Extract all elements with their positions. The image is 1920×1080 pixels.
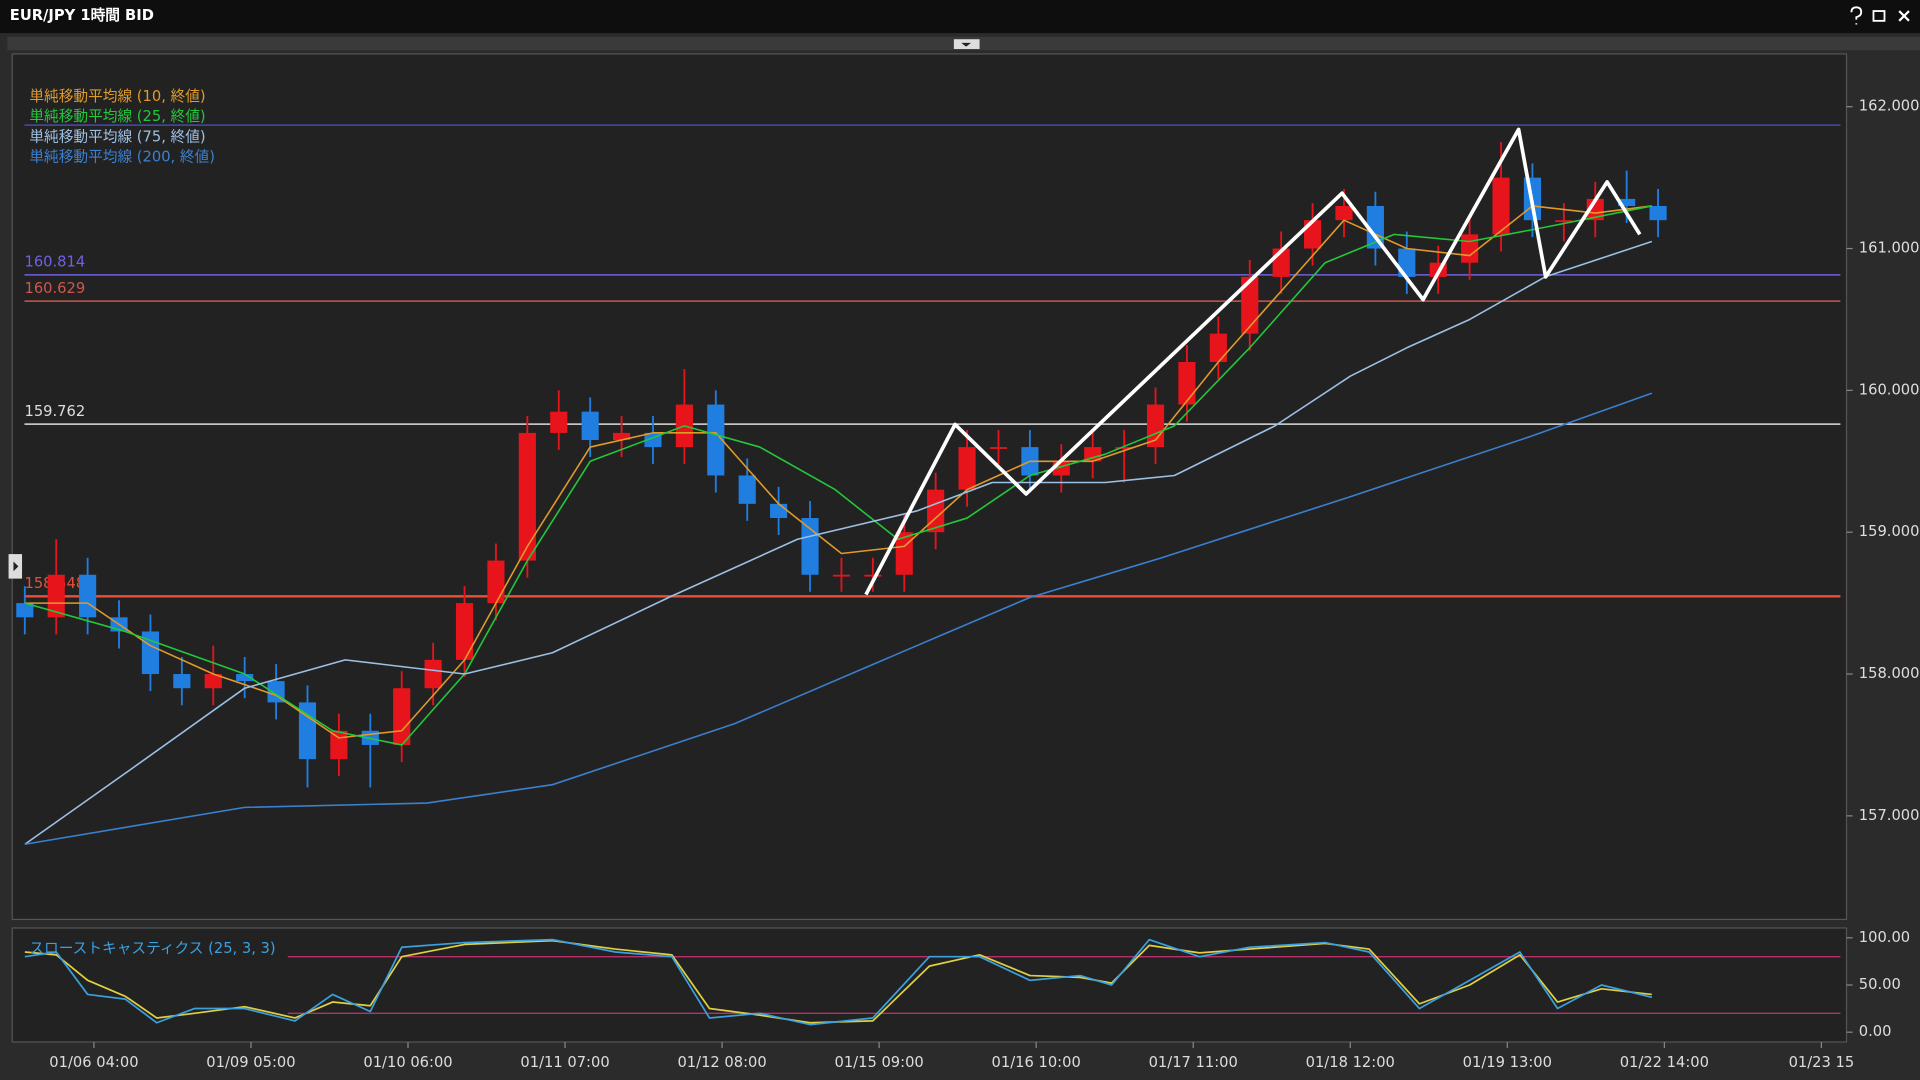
candle-body [550, 411, 568, 433]
candle-body [79, 574, 97, 618]
candle-body [1366, 205, 1384, 249]
y-tick-label: 160.000 [1859, 381, 1920, 398]
x-tick-label: 01/22 14:00 [1620, 1054, 1709, 1071]
level-label: 160.814 [24, 254, 85, 271]
y-tick-label: 0.00 [1859, 1023, 1892, 1040]
oscillator-panel [11, 927, 1848, 1043]
candle-body [1209, 333, 1227, 363]
candle-body [832, 574, 851, 577]
y-tick-label: 100.00 [1859, 929, 1910, 946]
x-tick-label: 01/23 15 [1789, 1054, 1855, 1071]
candle-body [770, 503, 788, 519]
candle-body [707, 404, 725, 476]
candle-body [989, 447, 1008, 449]
x-tick-label: 01/11 07:00 [520, 1054, 609, 1071]
x-tick-label: 01/09 05:00 [206, 1054, 295, 1071]
y-tick-label: 161.000 [1859, 240, 1920, 257]
candle-body [1146, 404, 1165, 448]
window-title: EUR/JPY 1時間 BID [10, 6, 154, 24]
x-tick-label: 01/10 06:00 [363, 1054, 452, 1071]
x-tick-label: 01/17 11:00 [1149, 1054, 1238, 1071]
candle-body [204, 674, 222, 689]
candle-body [1084, 447, 1102, 462]
maximize-button[interactable] [1872, 10, 1886, 22]
y-tick-label: 158.000 [1859, 665, 1920, 682]
candle-body [1649, 205, 1667, 221]
candle-body [1241, 276, 1259, 334]
x-tick-label: 01/06 04:00 [49, 1054, 138, 1071]
moving-average [24, 205, 1652, 739]
price-panel [11, 53, 1848, 921]
level-label: 160.629 [24, 280, 85, 297]
title-bar [0, 0, 1920, 34]
plot-layer: 157.000 158.000 159.000 160.000 161.000 162.0… [16, 88, 1919, 1071]
moving-average [24, 392, 1653, 846]
x-tick-label: 01/18 12:00 [1306, 1054, 1395, 1071]
candle-body [393, 688, 411, 745]
candle-body [958, 447, 976, 490]
legend-entry: 単純移動平均線 (10, 終値) [29, 88, 205, 105]
candle-body [1492, 177, 1510, 235]
legend-entry: 単純移動平均線 (25, 終値) [29, 108, 205, 125]
candle-body [1461, 234, 1479, 263]
moving-average [24, 240, 1653, 845]
candle-body [330, 730, 348, 760]
candle-body [738, 475, 756, 504]
legend-entry: 単純移動平均線 (75, 終値) [29, 128, 205, 145]
y-tick-label: 50.00 [1859, 976, 1901, 993]
panel-title: スローストキャスティクス (25, 3, 3) [29, 940, 275, 957]
y-tick-label: 157.000 [1859, 807, 1920, 824]
candle-body [613, 432, 631, 441]
moving-average [24, 205, 1652, 746]
candle-body [487, 560, 505, 604]
candle-body [47, 574, 65, 618]
candle-body [1335, 205, 1353, 221]
candle-body [424, 659, 442, 689]
candle-body [1555, 220, 1573, 223]
oscillator-line [24, 938, 1653, 1026]
candle-body [1178, 362, 1196, 405]
candle-body [455, 603, 474, 660]
candle-body [173, 674, 191, 689]
candle-body [236, 674, 254, 682]
candle-body [1618, 198, 1636, 206]
x-tick-label: 01/15 09:00 [834, 1054, 923, 1071]
level-label: 159.762 [24, 403, 85, 420]
collapse-arrow [961, 42, 972, 47]
close-button[interactable] [1898, 10, 1910, 22]
y-tick-label: 159.000 [1859, 523, 1920, 540]
x-tick-label: 01/16 10:00 [992, 1054, 1081, 1071]
candle-body [16, 603, 34, 618]
candle-body [518, 432, 536, 561]
help-button[interactable] [1850, 6, 1863, 25]
legend-entry: 単純移動平均線 (200, 終値) [29, 149, 215, 166]
x-tick-label: 01/19 13:00 [1463, 1054, 1552, 1071]
y-tick-label: 162.000 [1859, 98, 1920, 115]
zigzag-line [864, 127, 1642, 596]
candle-body [581, 411, 599, 441]
candle-body [864, 574, 882, 577]
side-arrow [13, 561, 19, 572]
candle-body [1115, 447, 1133, 449]
candle-body [801, 518, 819, 575]
x-tick-label: 01/12 08:00 [677, 1054, 766, 1071]
